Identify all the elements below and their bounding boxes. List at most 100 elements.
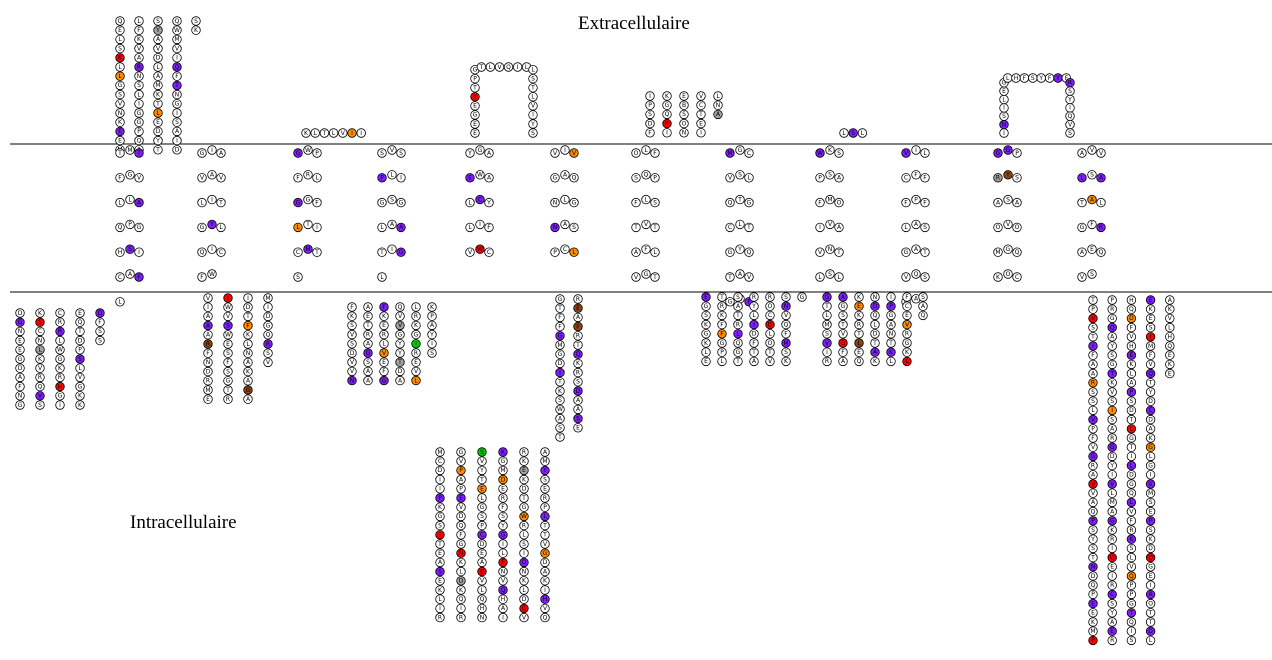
residue-circle — [153, 80, 163, 91]
residue-letter: W — [209, 271, 215, 278]
residue-letter: F — [246, 322, 250, 329]
residue-ecl3-14: O — [679, 118, 689, 129]
residue-c-term-73: Y — [1107, 608, 1117, 618]
residue-tm11-7: A — [993, 197, 1003, 208]
residue-letter: N — [137, 73, 142, 80]
residue-letter: V — [219, 175, 224, 182]
residue-circle — [115, 43, 125, 54]
residue-c-term-89: D — [1126, 405, 1137, 416]
residue-letter: P — [914, 196, 918, 203]
residue-icl3-43: E — [411, 357, 421, 367]
residue-letter: I — [176, 110, 178, 117]
residue-letter: F — [118, 175, 122, 182]
residue-ecl2-5: Y — [470, 92, 480, 102]
residue-letter: S — [923, 224, 927, 231]
residue-c-domain-30: G — [456, 539, 466, 549]
residue-letter: P — [380, 175, 384, 182]
residue-icl6-4: M — [822, 319, 832, 330]
residue-letter: E — [459, 495, 463, 502]
residue-letter: F — [905, 294, 909, 301]
residue-letter: T — [218, 199, 223, 206]
residue-letter: R — [206, 341, 210, 348]
residue-tm6-12: S — [569, 222, 579, 233]
residue-c-term-132: L — [1145, 451, 1156, 462]
residue-icl2-22: G — [223, 376, 233, 386]
residue-circle — [115, 135, 125, 146]
residue-letter: E — [576, 425, 580, 432]
residue-c-term-37: M — [1088, 626, 1098, 636]
residue-letter: S — [704, 312, 708, 319]
residue-icl1-45: D — [95, 308, 105, 318]
residue-letter: I — [316, 224, 318, 231]
residue-circle — [395, 302, 405, 312]
residue-letter: S — [1129, 545, 1133, 552]
residue-letter: T — [751, 349, 756, 356]
residue-letter: T — [557, 379, 562, 386]
residue-letter: E — [226, 341, 230, 348]
residue-c-term-8: A — [1088, 359, 1098, 370]
residue-tm8-3: C — [744, 148, 754, 158]
residue-letter: K — [576, 360, 581, 367]
residue-letter: I — [826, 349, 828, 356]
residue-circle — [465, 247, 475, 257]
residue-layer: QELSKLLGSVNKEEMLFKVARNSLIGGPQASYAVDLAMKT… — [15, 16, 1175, 646]
residue-c-domain-93: D — [519, 594, 529, 604]
residue-circle — [838, 310, 848, 321]
residue-circle — [387, 170, 397, 180]
residue-icl2-28: F — [243, 320, 253, 331]
residue-letter: S — [522, 541, 526, 548]
residue-letter: Y — [467, 150, 472, 157]
residue-icl5-8: E — [701, 356, 711, 367]
residue-letter: V — [497, 64, 502, 71]
residue-circle — [477, 603, 487, 614]
residue-tm12-13: A — [1077, 247, 1087, 257]
residue-circle — [75, 335, 85, 346]
residue-letter: A — [736, 303, 741, 310]
residue-circle — [854, 347, 864, 357]
residue-letter: V — [459, 458, 464, 465]
residue-ecl3-21: L — [713, 91, 723, 101]
residue-circle — [134, 117, 144, 127]
residue-circle — [115, 117, 125, 127]
residue-circle — [243, 385, 253, 395]
residue-letter: A — [219, 150, 224, 157]
residue-letter: F — [841, 349, 845, 356]
residue-letter: P — [543, 504, 547, 511]
residue-circle — [911, 244, 921, 254]
residue-circle — [115, 126, 125, 137]
residue-circle — [475, 244, 485, 254]
residue-circle — [484, 222, 494, 233]
residue-ecl1-3: T — [319, 128, 330, 138]
residue-circle — [725, 148, 735, 158]
residue-n-term-17: F — [134, 25, 144, 35]
residue-n-term-43: D — [153, 126, 163, 137]
residue-letter: E — [480, 568, 484, 575]
residue-icl2-30: L — [243, 339, 253, 349]
residue-letter: L — [873, 321, 877, 328]
residue-n-term-47: W — [172, 25, 182, 35]
residue-letter: F — [923, 199, 927, 206]
residue-tm6-1: V — [550, 148, 560, 158]
residue-ecl2-20: I — [528, 110, 538, 120]
residue-c-term-63: G — [1107, 516, 1117, 526]
residue-c-domain-14: S — [435, 566, 445, 577]
residue-c-domain-45: G — [477, 502, 487, 512]
residue-letter: A — [137, 55, 142, 62]
residue-icl5-5: G — [701, 329, 711, 339]
residue-circle — [243, 330, 253, 340]
residue-circle — [35, 354, 45, 364]
residue-letter: S — [1068, 130, 1072, 137]
residue-circle — [347, 128, 357, 138]
residue-icl1-37: D — [75, 335, 85, 346]
residue-icl4-27: D — [573, 386, 583, 396]
residue-letter: T — [472, 85, 477, 92]
residue-circle — [301, 128, 311, 138]
residue-letter: I — [700, 130, 702, 137]
residue-c-term-117: E — [1145, 313, 1156, 324]
residue-letter: V — [350, 368, 355, 375]
residue-c-term-3: V — [1088, 313, 1098, 324]
residue-letter: N — [18, 393, 23, 400]
residue-letter: S — [653, 199, 657, 206]
residue-letter: F — [1023, 75, 1027, 82]
residue-n-term-23: S — [134, 80, 144, 91]
